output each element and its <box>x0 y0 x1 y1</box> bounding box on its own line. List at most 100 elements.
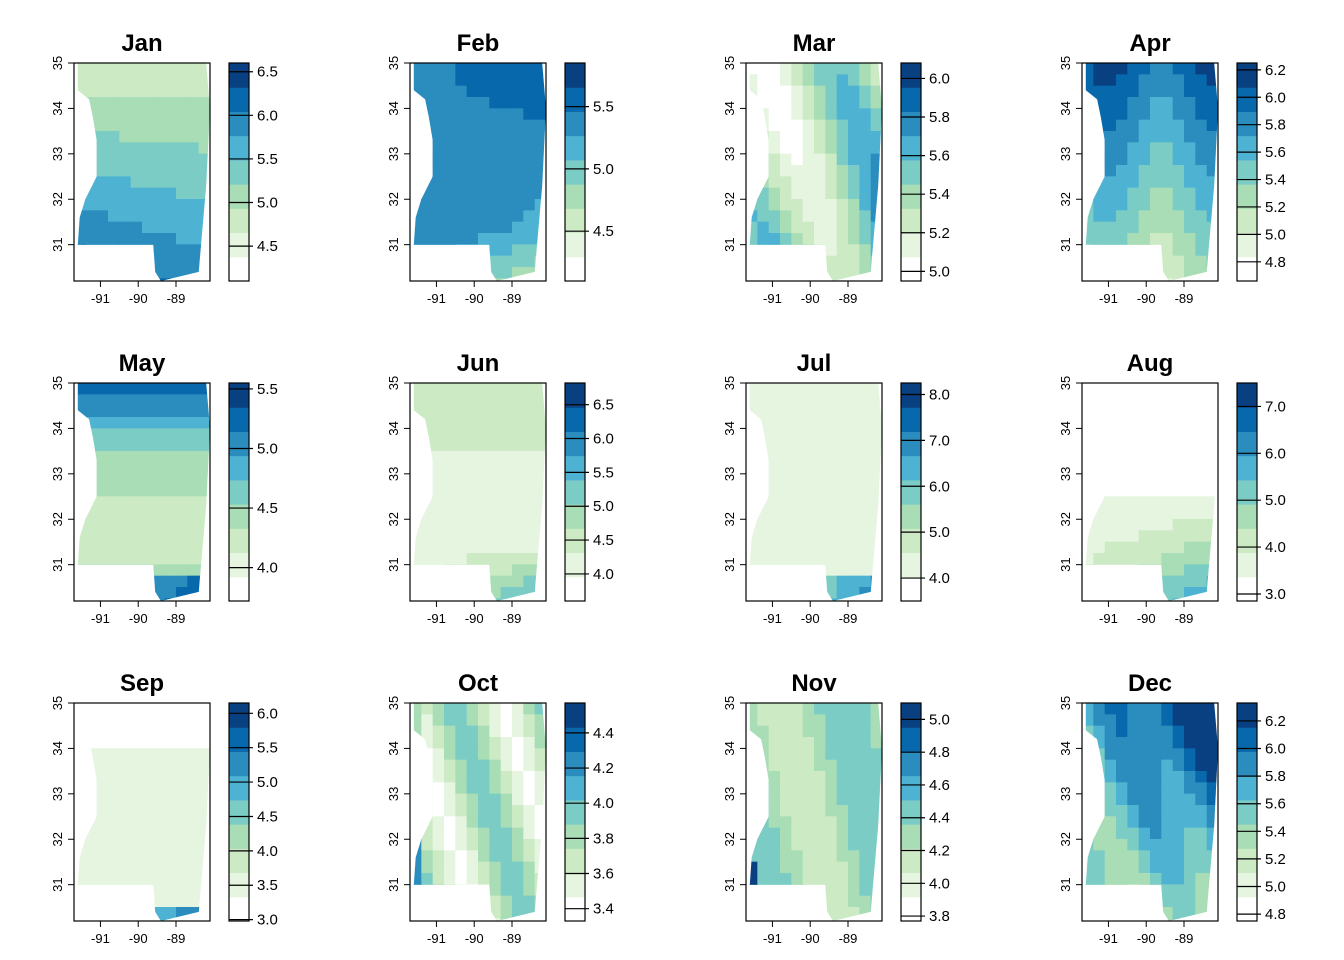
raster-cell <box>1206 816 1218 829</box>
raster-cell <box>85 451 98 463</box>
raster-cell <box>187 473 200 486</box>
raster-cell <box>534 131 546 143</box>
raster-cell <box>1127 199 1140 211</box>
raster-cell <box>780 394 792 407</box>
raster-cell <box>1104 598 1117 601</box>
raster-cell <box>478 907 490 919</box>
raster-cell <box>1206 884 1218 897</box>
panel-title: Jun <box>457 350 500 377</box>
raster-cell <box>1150 714 1162 727</box>
y-tick-label: 35 <box>722 56 737 70</box>
y-tick-label: 31 <box>1058 877 1073 891</box>
raster-cell <box>444 884 456 897</box>
raster-cell <box>1116 507 1128 520</box>
raster-cell <box>848 405 860 418</box>
raster-cell <box>814 714 826 727</box>
raster-cell <box>478 575 490 588</box>
raster-cell <box>802 564 815 577</box>
raster-cell <box>85 850 98 863</box>
raster-cell <box>836 485 849 497</box>
legend-tick-label: 5.0 <box>257 441 278 458</box>
raster-cell <box>142 793 154 806</box>
raster-cell <box>421 428 434 441</box>
raster-cell <box>153 737 166 749</box>
raster-cell <box>523 108 536 121</box>
raster-cell <box>523 131 536 143</box>
legend-swatch <box>1237 256 1257 282</box>
legend-swatch <box>901 383 921 408</box>
raster-cell <box>108 759 120 772</box>
legend-tick-label: 5.0 <box>1265 226 1286 243</box>
raster-cell <box>108 210 120 223</box>
raster-cell <box>814 131 826 143</box>
raster-cell <box>108 884 120 897</box>
raster-cell <box>164 748 177 761</box>
raster-cell <box>870 850 882 863</box>
raster-cell <box>749 725 758 738</box>
raster-cell <box>802 805 815 817</box>
raster-cell <box>859 417 872 429</box>
legend-tick-label: 8.0 <box>929 386 950 403</box>
raster-cell <box>534 714 546 727</box>
raster-cell <box>421 85 434 98</box>
legend-swatch <box>565 63 585 88</box>
raster-cell <box>802 187 815 200</box>
raster-cell <box>1085 85 1094 98</box>
legend-swatch <box>565 775 585 801</box>
raster-cell <box>164 417 177 429</box>
raster-cell <box>432 119 445 132</box>
raster-cell <box>1161 703 1174 715</box>
raster-cell <box>413 165 422 177</box>
raster-cell <box>455 244 468 257</box>
raster-cell <box>1104 255 1117 268</box>
raster-cell <box>489 85 502 98</box>
raster-cell <box>432 884 445 897</box>
raster-cell <box>768 485 781 497</box>
raster-cell <box>859 405 872 418</box>
raster-cell <box>489 564 502 577</box>
raster-cell <box>749 714 758 727</box>
raster-cell <box>1116 63 1128 75</box>
raster-cell <box>848 131 860 143</box>
raster-cell <box>421 839 434 851</box>
raster-cell <box>802 119 815 132</box>
raster-cell <box>164 383 177 395</box>
raster-cell <box>814 805 826 817</box>
y-tick-label: 32 <box>386 192 401 206</box>
raster-cell <box>108 598 120 601</box>
raster-cell <box>119 816 132 829</box>
raster-cell <box>1195 873 1208 885</box>
raster-cell <box>85 108 98 121</box>
raster-cell <box>512 417 524 429</box>
raster-cell <box>187 771 200 783</box>
raster-cell <box>768 131 781 143</box>
raster-cell <box>1184 541 1196 554</box>
x-tick-label: -89 <box>503 611 522 626</box>
raster-cell <box>802 575 815 588</box>
raster-cell <box>1127 873 1140 885</box>
raster-cell <box>455 439 468 452</box>
raster-cell <box>791 278 804 281</box>
raster-cell <box>489 142 502 155</box>
raster-cell <box>749 165 758 177</box>
raster-cell <box>198 85 210 98</box>
raster-cell <box>153 210 166 223</box>
raster-cell <box>1184 131 1196 143</box>
raster-cell <box>870 142 882 155</box>
raster-cell <box>153 233 166 245</box>
raster-cell <box>187 782 200 795</box>
raster-cell <box>870 473 882 486</box>
raster-cell <box>1150 233 1162 245</box>
raster-cell <box>176 485 188 497</box>
x-tick-label: -90 <box>801 931 820 946</box>
legend-swatch <box>1237 159 1257 185</box>
raster-cell <box>176 907 188 919</box>
raster-cell <box>489 199 502 211</box>
raster-cell <box>814 873 826 885</box>
raster-cell <box>153 119 166 132</box>
raster-cell <box>77 873 86 885</box>
raster-cell <box>1161 394 1174 407</box>
raster-cell <box>1093 759 1106 772</box>
raster-cell <box>130 108 143 121</box>
raster-cell <box>455 485 468 497</box>
